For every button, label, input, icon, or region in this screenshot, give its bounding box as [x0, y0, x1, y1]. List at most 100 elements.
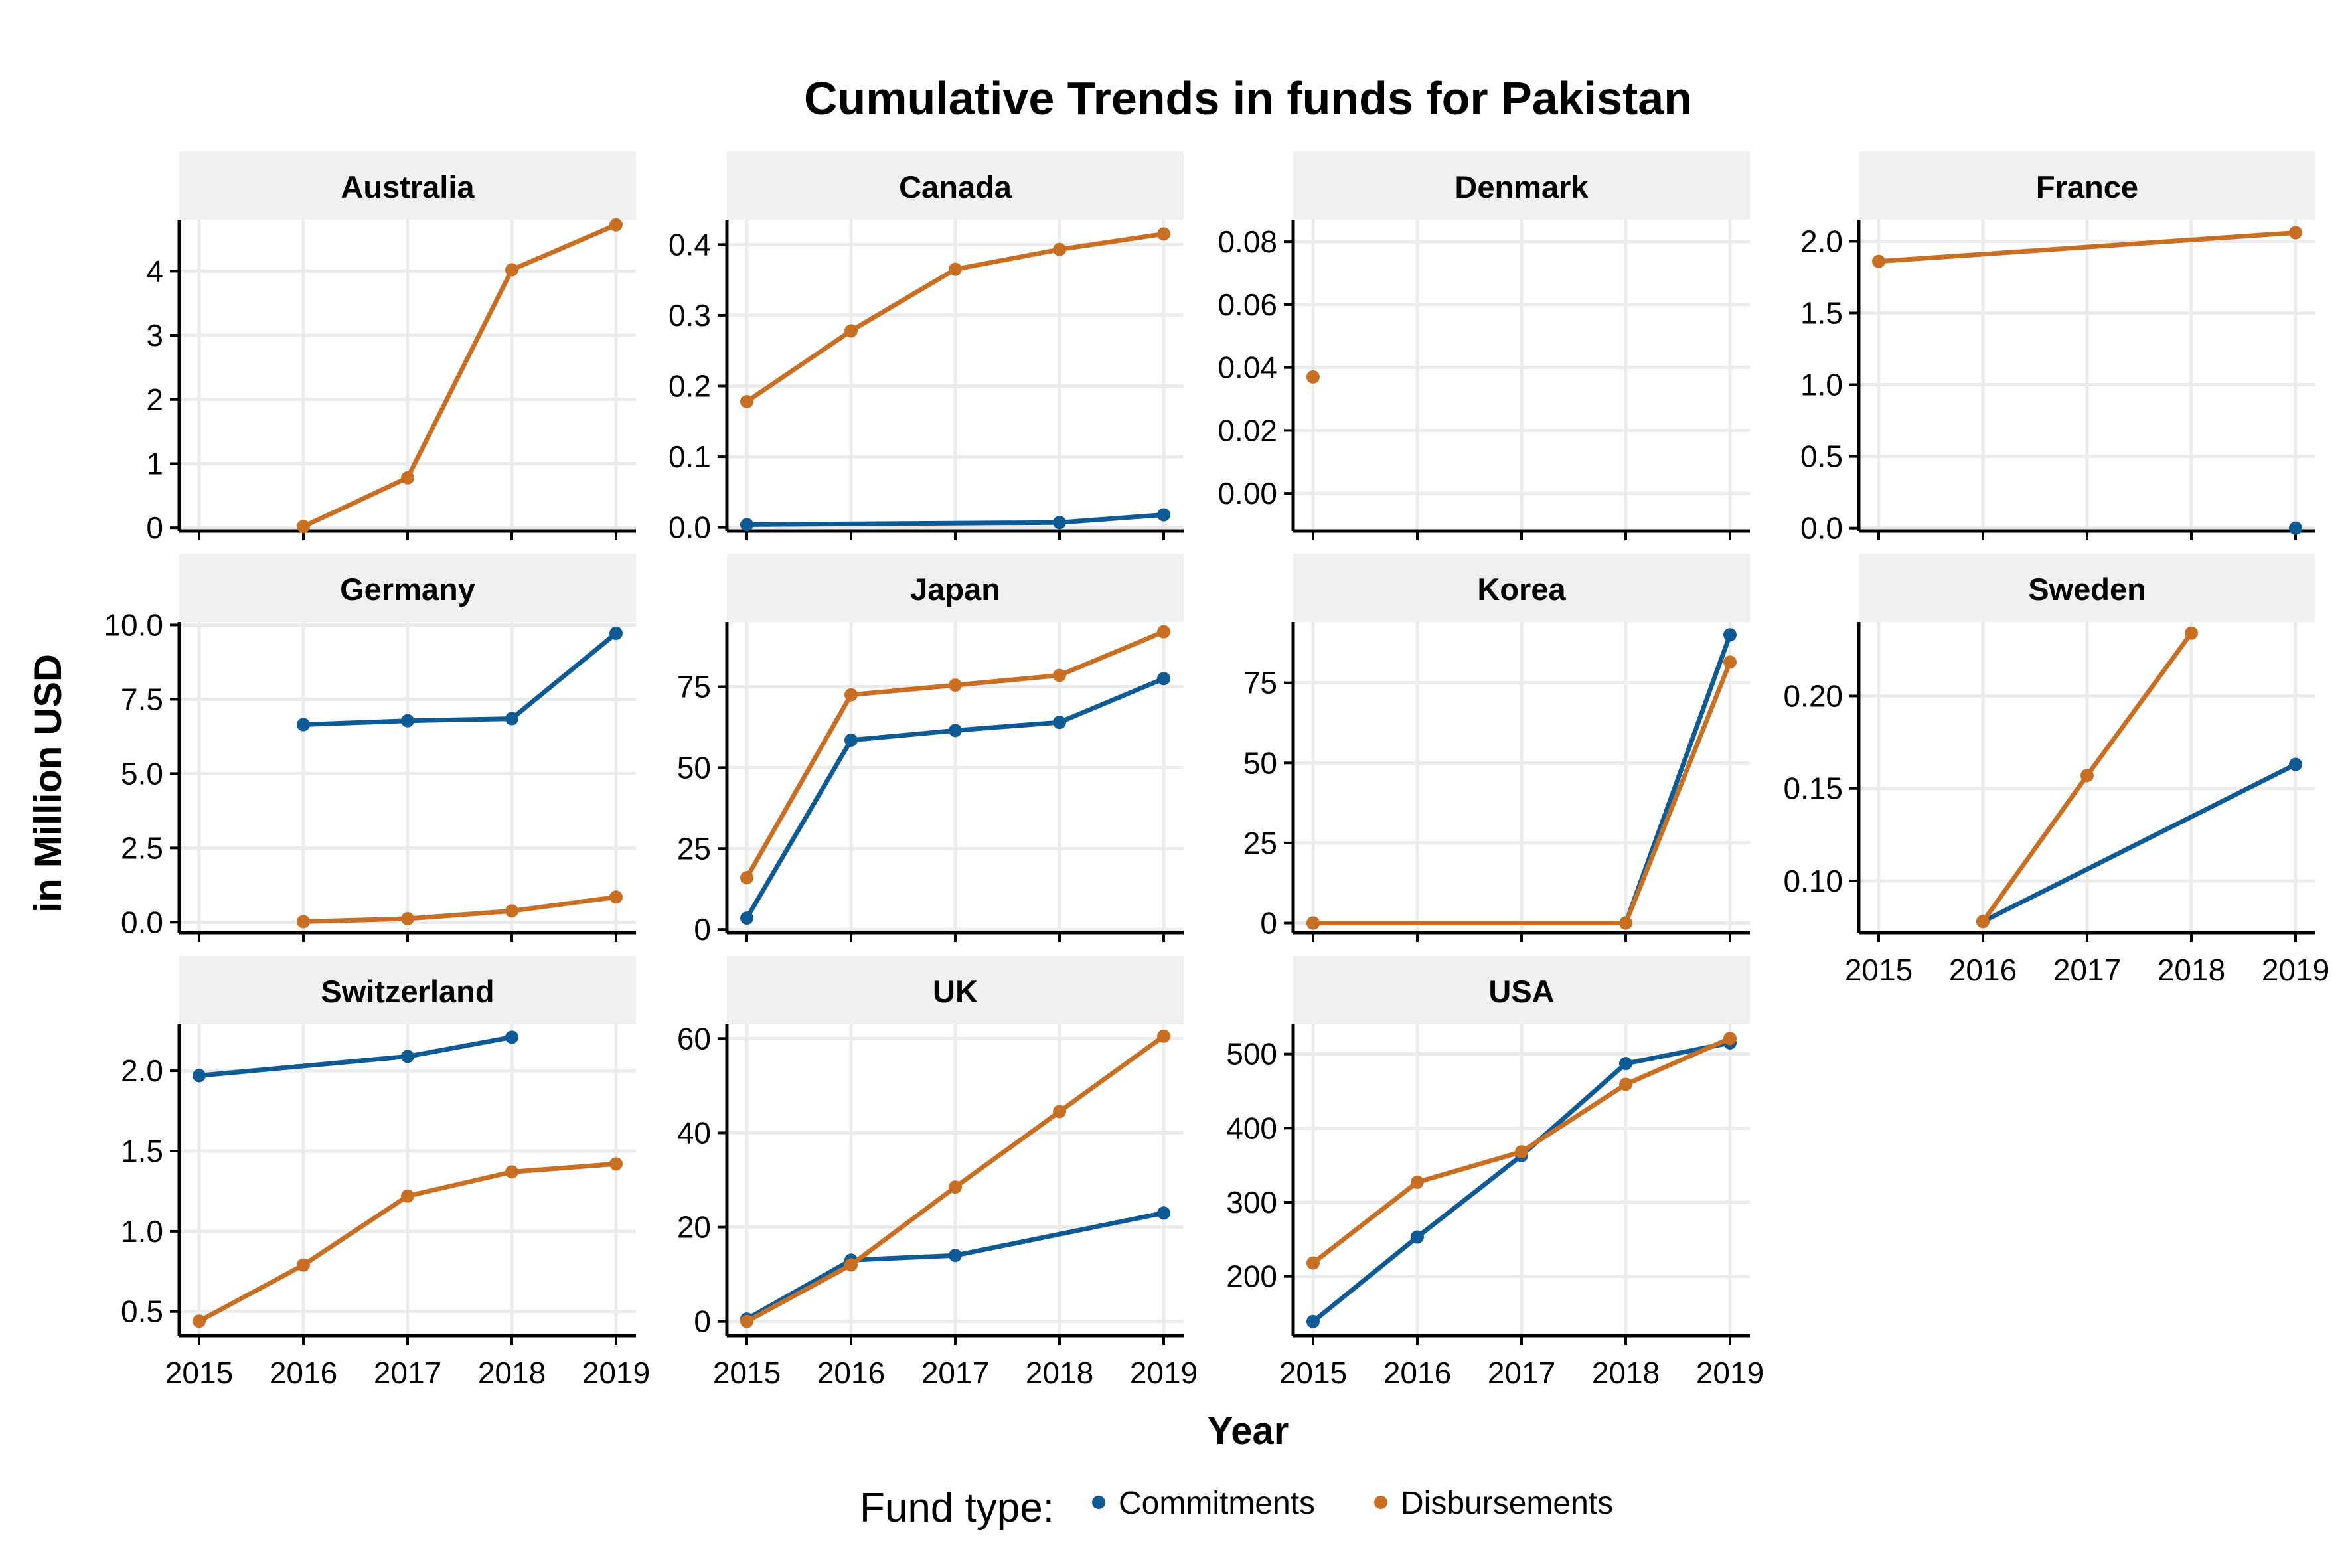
x-tick-label: 2018 — [1592, 1356, 1660, 1390]
panel-france: France 0.0 0.5 1.0 1.5 2.0 — [1800, 151, 2315, 546]
strip-label-canada: Canada — [899, 169, 1012, 204]
panel-korea: Korea 0 25 50 75 — [1243, 554, 1750, 942]
x-axis-title: Year — [1208, 1409, 1289, 1452]
y-tick-label: 25 — [1243, 826, 1277, 860]
data-point-disbursements — [949, 1180, 962, 1194]
strip-label-sweden: Sweden — [2028, 572, 2146, 607]
x-tick-label: 2015 — [1279, 1356, 1347, 1390]
x-tick-label: 2017 — [921, 1356, 989, 1390]
panel-uk: UK 0 20 40 60 2015 2016 2017 2018 2019 — [677, 956, 1198, 1390]
x-tick-label: 2018 — [478, 1356, 546, 1390]
data-point-commitments — [505, 1030, 518, 1044]
data-point-disbursements — [401, 911, 414, 925]
panel-germany: Germany 0.0 2.5 5.0 7.5 10.0 — [104, 554, 636, 942]
data-point-disbursements — [1053, 668, 1066, 682]
y-tick-label: 0.1 — [668, 439, 711, 474]
x-tick-label: 2015 — [1845, 953, 1913, 987]
legend-key-disbursements — [1374, 1496, 1387, 1509]
strip-label-usa: USA — [1488, 974, 1554, 1009]
y-tick-label: 0 — [1260, 906, 1277, 941]
series-line-commitments — [1980, 762, 2298, 924]
strip-japan — [727, 554, 1184, 622]
data-point-disbursements — [1619, 1077, 1632, 1091]
series-line-disbursements — [301, 222, 619, 529]
legend-key-commitments — [1092, 1496, 1105, 1509]
data-point-disbursements — [740, 1314, 753, 1328]
data-point-disbursements — [1872, 254, 1885, 268]
y-tick-label: 0.06 — [1217, 287, 1277, 322]
data-point-commitments — [193, 1069, 206, 1083]
data-point-disbursements — [1515, 1145, 1528, 1159]
x-tick-label: 2016 — [1949, 953, 2017, 987]
data-point-commitments — [2289, 757, 2302, 771]
data-point-commitments — [1053, 716, 1066, 730]
y-tick-label: 7.5 — [121, 682, 163, 716]
y-axis-title: in Million USD — [27, 654, 70, 913]
data-point-disbursements — [949, 678, 962, 692]
strip-uk — [727, 956, 1184, 1024]
strip-label-germany: Germany — [340, 572, 475, 607]
series-line-disbursements — [1876, 230, 2298, 264]
y-tick-label: 50 — [1243, 745, 1277, 780]
data-point-disbursements — [505, 263, 518, 277]
y-tick-label: 3 — [146, 318, 163, 353]
x-tick-label: 2017 — [2053, 953, 2121, 987]
y-tick-label: 0.15 — [1783, 771, 1843, 806]
strip-label-australia: Australia — [341, 169, 475, 204]
data-point-commitments — [740, 518, 753, 532]
strip-germany — [179, 554, 636, 622]
data-point-disbursements — [949, 262, 962, 276]
data-point-commitments — [1723, 628, 1737, 642]
data-point-disbursements — [844, 688, 858, 702]
x-tick-label: 2019 — [1130, 1356, 1198, 1390]
strip-denmark — [1293, 151, 1750, 220]
y-tick-label: 0.20 — [1783, 678, 1843, 713]
panel-australia: Australia 0 1 2 3 4 — [146, 151, 636, 545]
strip-label-uk: UK — [933, 974, 978, 1009]
data-point-disbursements — [844, 1258, 858, 1272]
strip-canada — [727, 151, 1184, 220]
y-tick-label: 0.08 — [1217, 224, 1277, 259]
data-point-commitments — [740, 911, 753, 925]
series-line-commitments — [301, 631, 619, 727]
data-point-commitments — [1306, 1314, 1320, 1328]
strip-australia — [179, 151, 636, 220]
data-point-disbursements — [297, 1258, 310, 1272]
data-point-disbursements — [1723, 655, 1737, 669]
y-tick-label: 0.5 — [1800, 439, 1843, 474]
y-tick-label: 1.5 — [121, 1134, 163, 1168]
y-tick-label: 1 — [146, 446, 163, 481]
facet-panels: Australia 0 1 2 3 4 Canada 0.0 0.1 0.2 0.3 0.4 Denma… — [104, 151, 2329, 1390]
y-tick-label: 60 — [677, 1021, 711, 1056]
y-tick-label: 0.02 — [1217, 413, 1277, 447]
strip-korea — [1293, 554, 1750, 622]
data-point-commitments — [1053, 516, 1066, 530]
data-point-commitments — [1619, 1057, 1632, 1071]
data-point-disbursements — [1157, 227, 1170, 241]
data-point-commitments — [844, 733, 858, 747]
data-point-commitments — [401, 714, 414, 728]
y-tick-label: 0.4 — [668, 227, 711, 262]
panel-denmark: Denmark 0.00 0.02 0.04 0.06 0.08 — [1217, 151, 1750, 540]
data-point-disbursements — [193, 1314, 206, 1328]
x-tick-label: 2018 — [1026, 1356, 1093, 1390]
x-tick-label: 2018 — [2157, 953, 2225, 987]
data-point-disbursements — [505, 1165, 518, 1179]
data-point-disbursements — [740, 394, 753, 408]
y-tick-label: 2.0 — [1800, 224, 1843, 258]
strip-label-japan: Japan — [910, 572, 1000, 607]
data-point-disbursements — [844, 324, 858, 338]
data-point-commitments — [1157, 672, 1170, 686]
data-point-commitments — [949, 724, 962, 738]
data-point-disbursements — [1306, 370, 1320, 384]
data-point-disbursements — [2289, 226, 2302, 240]
data-point-disbursements — [2185, 626, 2198, 640]
data-point-disbursements — [740, 871, 753, 885]
x-tick-label: 2016 — [1383, 1356, 1451, 1390]
x-tick-label: 2019 — [582, 1356, 650, 1390]
y-tick-label: 50 — [677, 750, 711, 785]
data-point-commitments — [609, 627, 623, 641]
data-point-commitments — [2289, 521, 2302, 535]
y-tick-label: 0 — [694, 912, 711, 947]
y-tick-label: 0.0 — [1800, 511, 1843, 546]
